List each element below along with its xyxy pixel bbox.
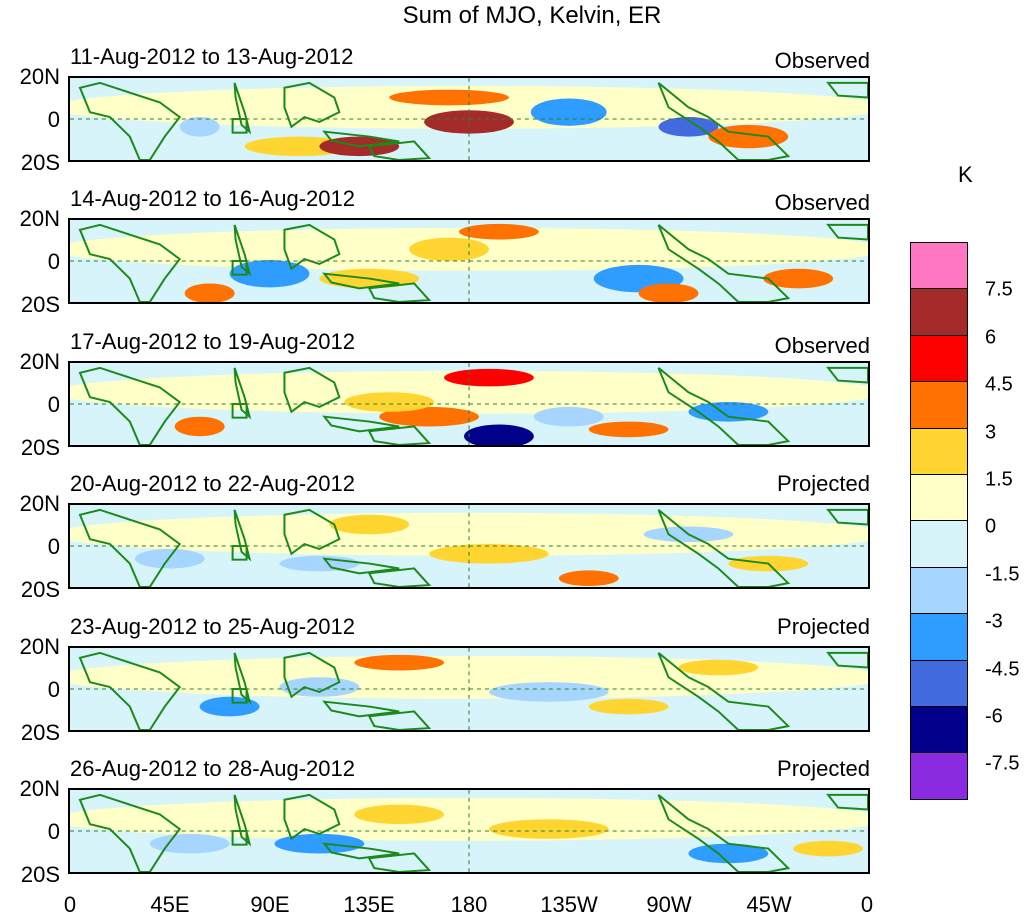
colorbar-label-1: 6 (985, 326, 997, 349)
panel-6-lat-20n: 20N (19, 776, 60, 801)
panel-5-lat-20s: 20S (20, 720, 60, 745)
panel-2-date: 14-Aug-2012 to 16-Aug-2012 (70, 186, 355, 211)
panel-3-lat-20n: 20N (19, 349, 60, 374)
colorbar-box-0 (910, 242, 968, 290)
panel-3-lat-20s: 20S (20, 435, 60, 460)
panel-1-date: 11-Aug-2012 to 13-Aug-2012 (70, 44, 354, 69)
units-label: K (958, 162, 973, 187)
panel-5-map (68, 646, 870, 732)
colorbar-box-9 (910, 659, 968, 707)
panel-4-date: 20-Aug-2012 to 22-Aug-2012 (70, 471, 355, 496)
panel-4-lat-20s: 20S (20, 577, 60, 602)
colorbar-box-2 (910, 334, 968, 383)
panel-6-lat-0: 0 (47, 819, 60, 844)
panel-6-map (68, 788, 870, 874)
colorbar-label-5: 0 (985, 515, 997, 538)
panel-2-lat-0: 0 (47, 249, 60, 274)
lon-label-0: 0 (63, 892, 77, 917)
panel-3-map (68, 361, 870, 447)
panel-6-lat-20s: 20S (20, 862, 60, 887)
panel-3-lat-0: 0 (47, 392, 60, 417)
panel-5-lat-0: 0 (47, 677, 60, 702)
colorbar-label-2: 4.5 (985, 373, 1013, 396)
colorbar-label-8: -4.5 (985, 658, 1020, 681)
panel-4-map (68, 503, 870, 589)
panel-4-label: Projected (777, 471, 870, 496)
panel-1-lat-0: 0 (47, 107, 60, 132)
lon-label-45w: 45W (746, 892, 792, 917)
panel-1-lat-20n: 20N (19, 64, 60, 89)
panel-4-lat-20n: 20N (19, 491, 60, 516)
panel-2-lat-20s: 20S (20, 292, 60, 317)
colorbar-box-11 (910, 752, 968, 800)
colorbar-label-0: 7.5 (985, 278, 1013, 301)
colorbar-label-7: -3 (985, 610, 1003, 633)
lon-label-0-end: 0 (860, 892, 874, 917)
colorbar-box-10 (910, 705, 968, 754)
colorbar-label-4: 1.5 (985, 468, 1013, 491)
colorbar-box-8 (910, 613, 968, 661)
panel-3-label: Observed (774, 333, 870, 358)
panel-2-map (68, 218, 870, 304)
colorbar-box-1 (910, 288, 968, 336)
panel-5-label: Projected (777, 614, 870, 639)
colorbar-box-6 (910, 520, 968, 568)
colorbar-label-10: -7.5 (985, 752, 1020, 775)
panel-4-lat-0: 0 (47, 534, 60, 559)
colorbar-box-4 (910, 427, 968, 475)
figure-title: Sum of MJO, Kelvin, ER (402, 2, 662, 29)
colorbar-label-6: -1.5 (985, 563, 1020, 586)
colorbar-label-3: 3 (985, 421, 997, 444)
panel-2-label: Observed (774, 190, 870, 215)
panel-1-label: Observed (774, 48, 870, 73)
lon-label-135e: 135E (343, 892, 395, 917)
panel-5-date: 23-Aug-2012 to 25-Aug-2012 (70, 614, 355, 639)
panel-1-map (68, 76, 870, 162)
lon-label-135w: 135W (540, 892, 598, 917)
lon-label-90e: 90E (250, 892, 290, 917)
panel-3-date: 17-Aug-2012 to 19-Aug-2012 (70, 329, 355, 354)
panel-1-lat-20s: 20S (20, 150, 60, 175)
colorbar (910, 242, 968, 800)
colorbar-box-5 (910, 473, 968, 522)
colorbar-box-7 (910, 566, 968, 615)
lon-label-45e: 45E (150, 892, 190, 917)
panel-6-label: Projected (777, 756, 870, 781)
panel-6-date: 26-Aug-2012 to 28-Aug-2012 (70, 756, 355, 781)
colorbar-label-9: -6 (985, 705, 1003, 728)
panel-5-lat-20n: 20N (19, 634, 60, 659)
lon-label-90w: 90W (646, 892, 692, 917)
panel-2-lat-20n: 20N (19, 206, 60, 231)
lon-label-180: 180 (450, 892, 488, 917)
colorbar-box-3 (910, 381, 968, 429)
